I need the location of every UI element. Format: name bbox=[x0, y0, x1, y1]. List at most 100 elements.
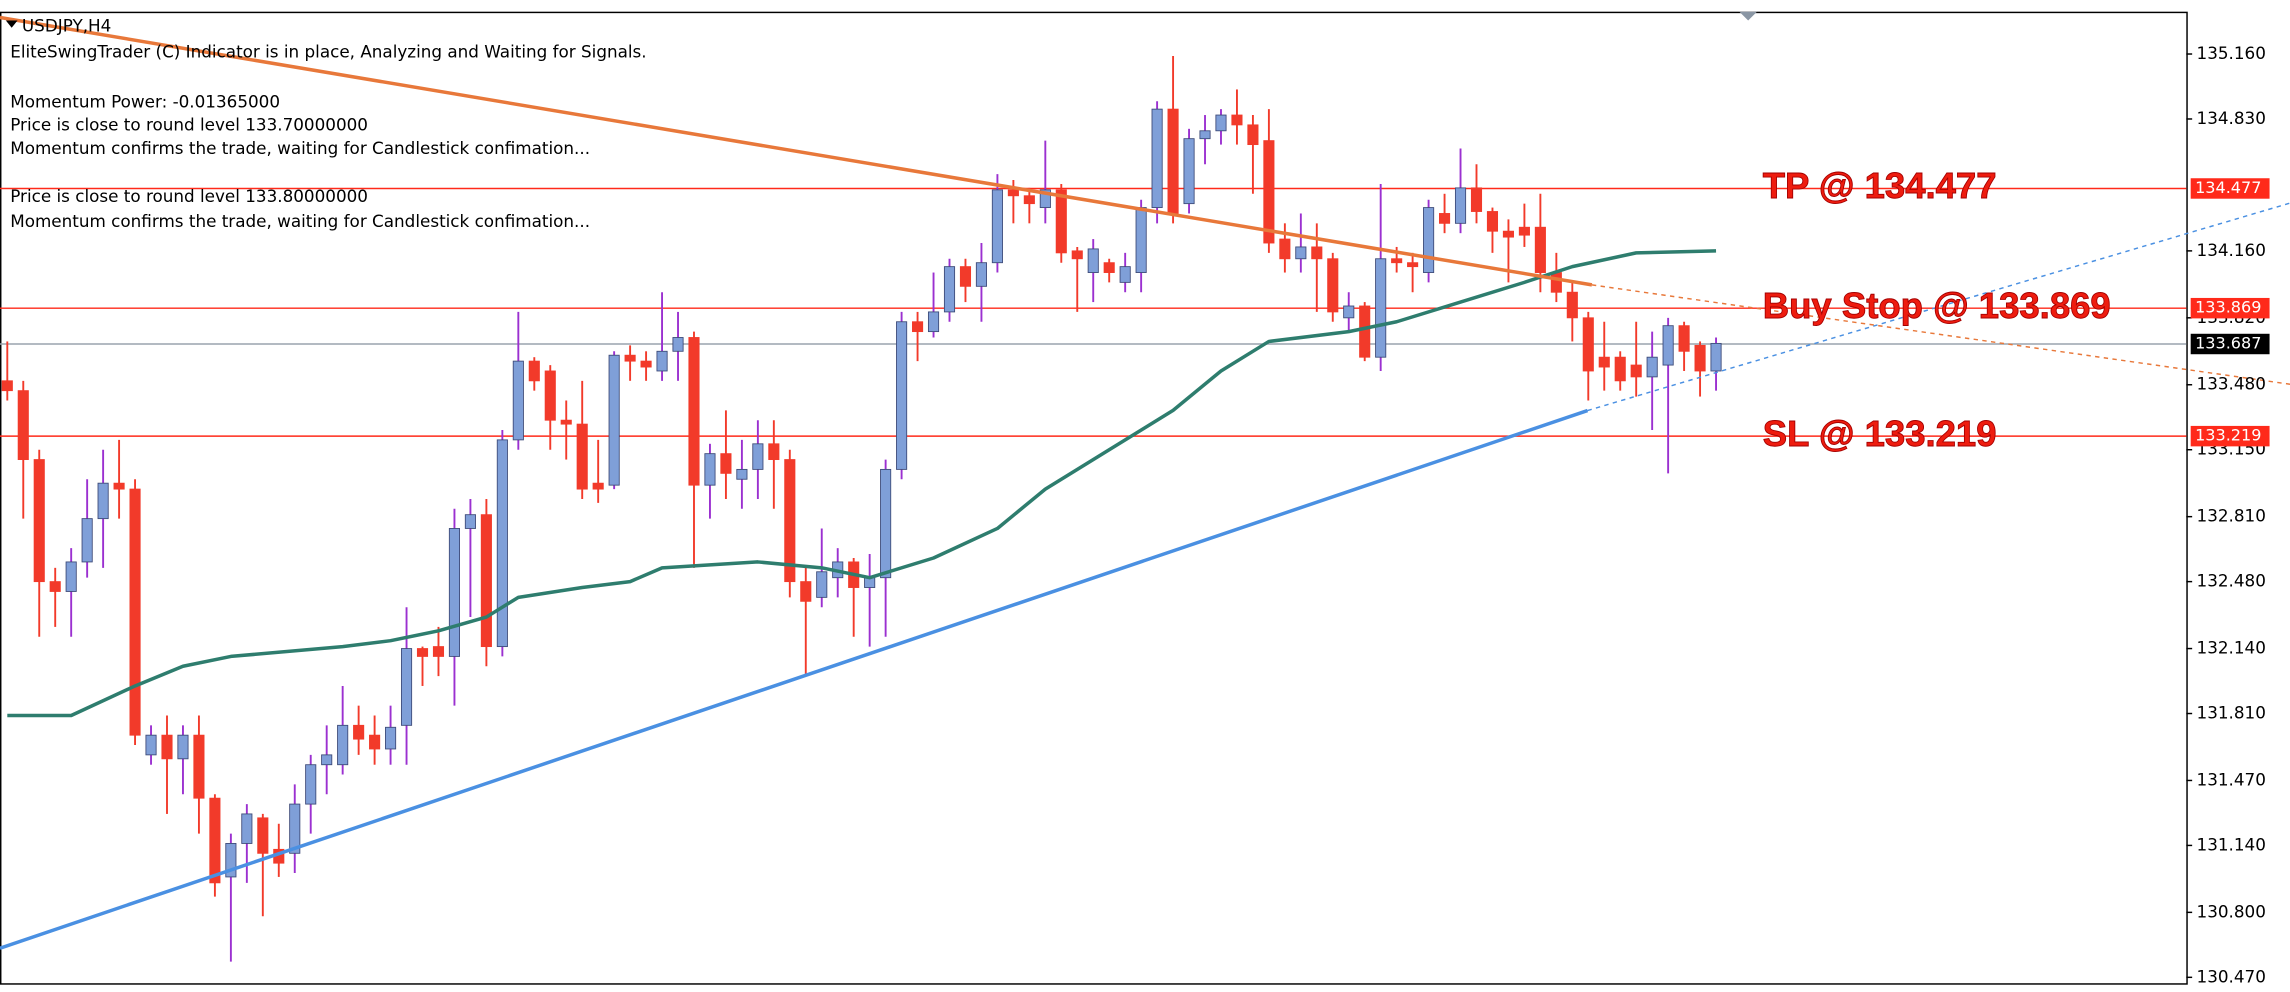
candle-body bbox=[145, 734, 157, 756]
candle-body bbox=[991, 189, 1003, 264]
y-tick-label: 130.800 bbox=[2197, 901, 2266, 921]
candle-body bbox=[512, 360, 524, 441]
y-tick-label: 131.470 bbox=[2197, 769, 2266, 789]
candle-body bbox=[1279, 238, 1291, 260]
candle-body bbox=[880, 468, 892, 579]
current-price-label: 133.687 bbox=[2195, 334, 2261, 353]
candle-body bbox=[1439, 213, 1451, 224]
candle-body bbox=[257, 817, 269, 854]
y-tick-label: 131.140 bbox=[2197, 834, 2266, 854]
down-trendline bbox=[0, 15, 1593, 287]
candle-body bbox=[1678, 325, 1690, 352]
candle-body bbox=[672, 337, 684, 352]
info-line: EliteSwingTrader (C) Indicator is in pla… bbox=[10, 42, 646, 62]
candle-body bbox=[1119, 266, 1131, 283]
candle-body bbox=[1103, 262, 1115, 273]
level-name: SL @ 133.219 bbox=[1763, 413, 1997, 454]
candle-body bbox=[1247, 124, 1259, 146]
candle-body bbox=[432, 646, 445, 657]
candle-body bbox=[448, 528, 460, 657]
level-name: Buy Stop @ 133.869 bbox=[1763, 285, 2111, 326]
candle-body bbox=[975, 262, 987, 287]
text-layer: USDJPY,H4 EliteSwingTrader (C) Indicator… bbox=[5, 15, 2111, 454]
candle-body bbox=[720, 453, 732, 474]
candle-body bbox=[289, 803, 301, 854]
candle-body bbox=[1502, 230, 1514, 238]
info-line: Price is close to round level 133.800000… bbox=[10, 186, 368, 206]
candle-body bbox=[385, 726, 397, 750]
candle-body bbox=[1646, 356, 1658, 378]
candle-body bbox=[464, 514, 476, 529]
candle-body bbox=[1582, 317, 1594, 372]
info-line: Momentum confirms the trade, waiting for… bbox=[10, 138, 590, 158]
trendlines bbox=[0, 15, 2290, 950]
candle-body bbox=[1710, 342, 1722, 372]
level-price-label: 133.869 bbox=[2195, 298, 2261, 317]
candle-body bbox=[1630, 364, 1642, 378]
candle-body bbox=[912, 321, 924, 333]
candle-body bbox=[560, 419, 572, 425]
candle-body bbox=[305, 764, 317, 805]
candle-body bbox=[400, 648, 413, 726]
candle-body bbox=[1407, 262, 1419, 268]
candle-body bbox=[943, 266, 956, 313]
levels-layer bbox=[0, 187, 2187, 437]
y-tick-label: 132.810 bbox=[2197, 506, 2266, 526]
candle-body bbox=[800, 581, 812, 602]
candle-body bbox=[1087, 248, 1099, 273]
candle-body bbox=[592, 482, 604, 490]
candle-body bbox=[896, 321, 908, 470]
candle-body bbox=[193, 734, 205, 799]
candle-body bbox=[640, 360, 652, 368]
candle-body bbox=[65, 561, 77, 592]
ma-layer bbox=[7, 249, 1717, 718]
candle-body bbox=[784, 459, 796, 583]
candle-body bbox=[1023, 195, 1035, 205]
candle-body bbox=[1343, 305, 1355, 319]
candle-body bbox=[1, 380, 13, 392]
candle-body bbox=[736, 468, 748, 480]
candle-body bbox=[816, 571, 828, 598]
candle-body bbox=[1550, 272, 1562, 293]
level-price-box bbox=[2190, 425, 2270, 447]
candle-body bbox=[33, 459, 45, 583]
level-price-label: 134.477 bbox=[2195, 178, 2261, 197]
candle-body bbox=[528, 360, 540, 382]
y-tick-label: 133.480 bbox=[2197, 374, 2266, 394]
symbol-arrow bbox=[5, 20, 18, 28]
candle-body bbox=[177, 734, 189, 760]
candle-body bbox=[1151, 108, 1163, 209]
candle-body bbox=[1470, 187, 1483, 212]
candle-body bbox=[161, 734, 173, 760]
candle-body bbox=[129, 488, 141, 736]
candle-body bbox=[1486, 211, 1499, 232]
y-tick-label: 134.160 bbox=[2197, 240, 2266, 260]
candle-body bbox=[113, 482, 125, 490]
candle-body bbox=[1375, 258, 1387, 358]
price-axis: 135.160134.830134.160133.820133.480133.1… bbox=[2186, 43, 2270, 986]
candle-body bbox=[1518, 226, 1530, 236]
candle-body bbox=[480, 514, 492, 648]
candle-body bbox=[1071, 250, 1083, 260]
y-tick-label: 135.160 bbox=[2197, 43, 2266, 63]
info-line: Momentum Power: -0.01365000 bbox=[10, 91, 280, 111]
candle-body bbox=[1662, 325, 1674, 366]
candle-body bbox=[1423, 207, 1435, 273]
candle-body bbox=[752, 443, 764, 470]
candle-body bbox=[768, 443, 780, 461]
candle-body bbox=[337, 724, 349, 766]
candle-body bbox=[1263, 140, 1275, 244]
candle-body bbox=[1327, 258, 1339, 313]
candle-body bbox=[1566, 291, 1578, 319]
candle-body bbox=[1359, 305, 1371, 358]
candles-layer bbox=[1, 55, 1722, 962]
candle-body bbox=[1135, 207, 1147, 273]
candle-body bbox=[209, 797, 221, 884]
candle-body bbox=[1055, 189, 1067, 254]
candle-body bbox=[81, 518, 93, 563]
up-trendline bbox=[0, 408, 1589, 950]
current-price-box bbox=[2190, 333, 2270, 355]
